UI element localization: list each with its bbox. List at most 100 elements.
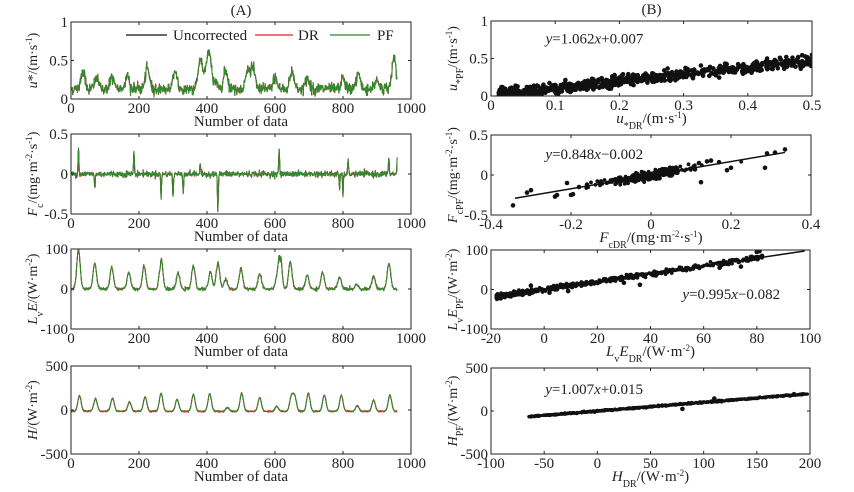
x-tick-label: 400 [196, 331, 219, 347]
scatter-point [802, 62, 807, 67]
x-tick-label: 600 [264, 456, 287, 472]
dr-series [71, 392, 398, 413]
x-tick-label: 40 [643, 331, 658, 347]
x-tick-label: 200 [128, 216, 151, 232]
dr-series [71, 249, 398, 292]
plot-area [71, 249, 398, 292]
x-tick-label: 0 [647, 217, 655, 233]
scatter-point [790, 55, 795, 60]
scatter-point [557, 89, 563, 94]
scatter-point [524, 190, 530, 195]
y-tick-label: -100 [41, 322, 69, 338]
x-tick-label: -20 [481, 331, 501, 347]
scatter-point [554, 192, 560, 198]
scatter-point [769, 66, 774, 71]
scatter-point [753, 66, 758, 71]
scatter-point [632, 172, 636, 177]
x-tick-label: 1000 [396, 216, 426, 232]
x-axis-label: Number of data [194, 344, 288, 360]
x-tick-label: 0 [594, 456, 602, 472]
scatter-point [514, 96, 519, 101]
scatter-point [781, 66, 787, 72]
scatter-point [595, 179, 600, 184]
regression-equation: y=1.062x+0.007 [544, 32, 644, 48]
scatter-point [712, 396, 717, 401]
scatter-point [570, 191, 576, 197]
scatter-point [585, 86, 591, 91]
x-tick-label: 0.5 [803, 98, 822, 114]
scatter-point [612, 72, 617, 78]
scatter-point [633, 180, 637, 184]
scatter-point [673, 167, 677, 171]
y-tick-label: -500 [461, 447, 489, 463]
scatter-point [709, 71, 714, 76]
y-axis-label: Fc/(mg·m-2·s-1) [24, 131, 46, 217]
x-axis-label: Number of data [194, 114, 288, 130]
x-axis-label: u*DR/(m·s-1) [616, 110, 687, 132]
uncorrected-series [71, 392, 398, 413]
scatter-point [721, 258, 726, 263]
axes-frame [490, 367, 811, 455]
x-tick-label: 0 [540, 331, 548, 347]
legend: Uncorrected DR PF [126, 28, 394, 44]
plot-area [71, 392, 398, 413]
y-axis-label: LvEPF/(W·m-2) [444, 248, 466, 331]
y-tick-label: 500 [466, 361, 489, 377]
x-tick-label: 200 [128, 456, 151, 472]
scatter-point [708, 260, 713, 264]
y-tick-label: 100 [46, 242, 69, 258]
scatter-point [528, 283, 534, 288]
x-tick-label: -0.4 [479, 217, 503, 233]
scatter-point [809, 52, 812, 58]
scatter-point [551, 82, 557, 88]
y-tick-label: 1 [61, 15, 69, 31]
regression-equation: y=0.995x−0.082 [680, 287, 780, 303]
scatter-point [696, 160, 702, 166]
scatter-point [565, 288, 571, 294]
x-axis-label: HDR/(W·m-2) [611, 468, 689, 490]
y-tick-label: 0 [481, 168, 489, 184]
scatter-point [665, 66, 670, 71]
x-tick-label: 600 [264, 216, 287, 232]
x-tick-label: 600 [264, 331, 287, 347]
scatter-point [589, 180, 593, 185]
fit-line [497, 59, 812, 96]
scatter-point [594, 78, 600, 84]
scatter-point [605, 85, 610, 90]
scatter-point [730, 257, 735, 262]
scatter-point [666, 77, 672, 83]
y-tick-label: 100 [466, 243, 489, 259]
scatter-point [672, 76, 678, 82]
x-axis-label: Number of data [194, 229, 288, 245]
y-tick-label: -500 [41, 447, 69, 463]
scatter-point [539, 92, 545, 96]
scatter-point [757, 67, 762, 73]
scatter-point [808, 60, 812, 66]
scatter-point [643, 71, 648, 76]
fit-line [514, 151, 786, 199]
plot-area [527, 391, 810, 419]
y-tick-label: 1 [481, 14, 489, 30]
scatter-point [619, 73, 624, 78]
panel-title: (A) [231, 3, 252, 19]
scatter-point [589, 282, 593, 287]
pf-series [71, 49, 398, 98]
scatter-point [805, 55, 810, 60]
y-axis-label: HPF/(W·m-2) [444, 375, 466, 447]
scatter-point [589, 76, 595, 82]
y-tick-label: 0 [61, 282, 69, 298]
x-tick-label: 100 [799, 331, 822, 347]
scatter-point [748, 254, 753, 259]
panel-a1: (A) 0 200 400 600 800 1000 0 0.5 1 Number of data u… [24, 3, 426, 130]
scatter-point [591, 87, 596, 92]
scatter-point [764, 56, 770, 61]
dr-series [71, 148, 398, 212]
scatter-point [678, 164, 683, 169]
scatter-point [503, 295, 507, 300]
scatter-point [628, 75, 633, 80]
scatter-point [564, 180, 570, 186]
x-tick-label: 800 [332, 101, 355, 117]
scatter-point [636, 178, 641, 183]
scatter-point [605, 78, 610, 83]
